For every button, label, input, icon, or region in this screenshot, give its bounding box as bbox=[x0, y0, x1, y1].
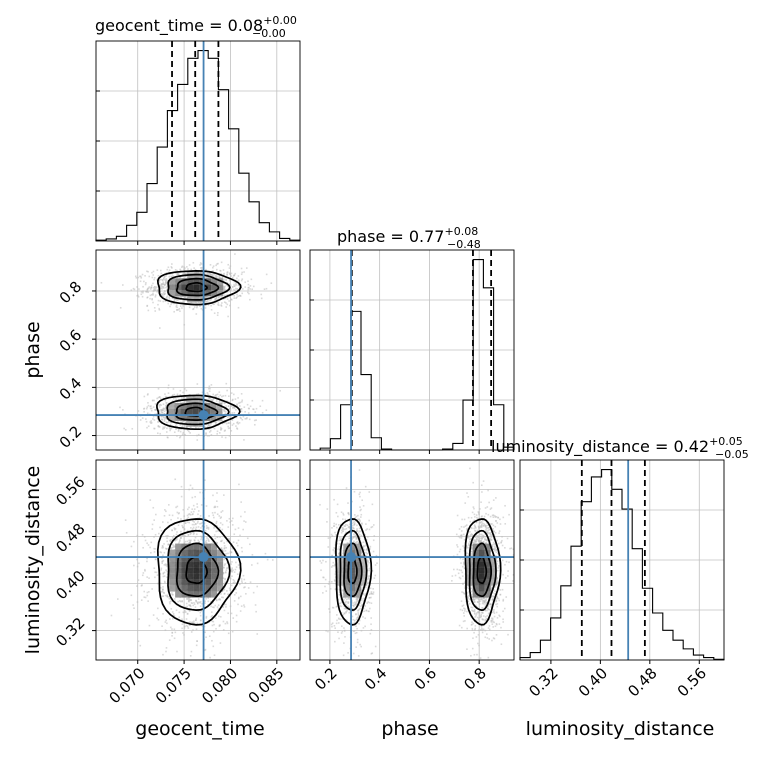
y-tick-label: 0.32 bbox=[52, 614, 88, 650]
contour-line bbox=[167, 529, 231, 611]
x-tick-label: 0.070 bbox=[105, 664, 148, 707]
hist-title-luminosity-distance-minus: −0.05 bbox=[715, 448, 749, 461]
y-tick-label: 0.48 bbox=[52, 520, 88, 556]
contour-line bbox=[335, 518, 373, 626]
hist-title-phase-minus: −0.48 bbox=[447, 238, 481, 251]
contours bbox=[156, 518, 242, 626]
y-tick-label: 0.2 bbox=[56, 422, 86, 452]
panel-frame bbox=[309, 459, 515, 661]
xlabel-geocent-time: geocent_time bbox=[135, 718, 264, 740]
x-tick-label: 0.40 bbox=[575, 664, 611, 700]
contour-line bbox=[472, 542, 493, 598]
x-tick-label: 0.8 bbox=[460, 664, 490, 694]
hist-title-luminosity-distance: luminosity_distance = 0.42+0.05 bbox=[491, 435, 743, 457]
contour-line bbox=[468, 529, 497, 611]
y-tick-label: 0.40 bbox=[52, 567, 88, 603]
histogram-geocent_time bbox=[95, 49, 301, 241]
truth-marker bbox=[198, 410, 209, 421]
contours-layer bbox=[156, 270, 502, 626]
contour-line bbox=[156, 394, 241, 431]
contour-line bbox=[339, 529, 368, 611]
y-tick-label: 0.6 bbox=[56, 326, 86, 356]
hist-title-geocent-time-minus: −0.00 bbox=[252, 27, 286, 40]
y-tick-label: 0.4 bbox=[56, 374, 86, 404]
contour-line bbox=[175, 277, 220, 297]
xlabel-luminosity-distance: luminosity_distance bbox=[526, 718, 715, 740]
x-tick-label: 0.56 bbox=[674, 664, 710, 700]
density-layer bbox=[168, 272, 497, 598]
truth-lines-layer bbox=[96, 41, 630, 660]
truth-marker bbox=[346, 552, 357, 563]
contour-line bbox=[167, 273, 231, 301]
contour-line bbox=[476, 555, 488, 585]
panel-frame bbox=[95, 249, 301, 451]
contour-line bbox=[156, 518, 242, 626]
ylabel-luminosity-distance: luminosity_distance bbox=[22, 466, 44, 655]
contour-line bbox=[166, 398, 230, 426]
x-tick-label: 0.48 bbox=[624, 664, 660, 700]
hist-title-geocent-time: geocent_time = 0.08+0.00 bbox=[95, 14, 297, 36]
y-tick-label: 0.56 bbox=[52, 473, 88, 509]
x-tick-label: 0.2 bbox=[311, 664, 341, 694]
x-tick-label: 0.085 bbox=[245, 664, 288, 707]
hist-title-phase: phase = 0.77+0.08 bbox=[337, 225, 478, 246]
contour-line bbox=[156, 270, 242, 306]
scatter-layer bbox=[100, 253, 514, 659]
x-tick-label: 0.080 bbox=[198, 664, 241, 707]
histogram-phase bbox=[310, 258, 515, 451]
quantile-lines-layer bbox=[171, 41, 646, 660]
x-tick-label: 0.6 bbox=[411, 664, 441, 694]
histogram-luminosity_distance bbox=[519, 468, 725, 660]
xlabel-phase: phase bbox=[381, 718, 438, 740]
x-tick-label: 0.4 bbox=[361, 664, 391, 694]
contour-line bbox=[343, 542, 363, 598]
x-tick-label: 0.32 bbox=[525, 664, 561, 700]
panel-frame bbox=[95, 459, 301, 661]
contour-line bbox=[464, 518, 502, 626]
truth-marker bbox=[198, 552, 209, 563]
contour-line bbox=[175, 542, 220, 598]
y-tick-label: 0.8 bbox=[56, 278, 86, 308]
contour-line bbox=[185, 282, 208, 293]
x-tick-label: 0.075 bbox=[152, 664, 195, 707]
ylabel-phase: phase bbox=[22, 321, 44, 378]
